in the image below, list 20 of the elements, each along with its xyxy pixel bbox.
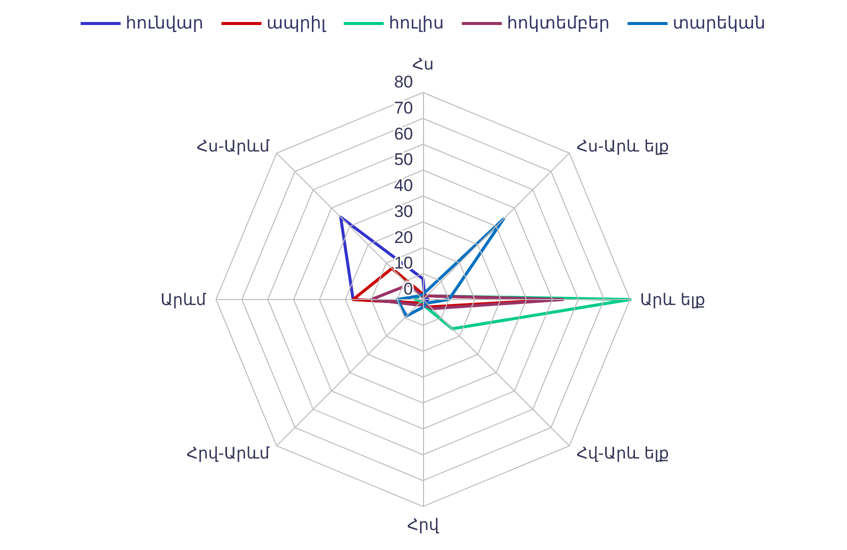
y-tick-label: 80 <box>394 72 413 92</box>
y-tick-label: 20 <box>394 228 413 247</box>
spoke-label: Արև ելք <box>640 290 706 309</box>
y-tick-label: 50 <box>394 150 413 170</box>
legend-label: ապրիլ <box>266 14 328 34</box>
spoke-label: Հրվ <box>407 515 440 534</box>
legend-label: հոկտեմբեր <box>506 14 610 34</box>
y-tick-label: 60 <box>394 124 413 144</box>
legend-label: հուլիս <box>388 14 444 34</box>
spoke-label: Հրվ-Արևմ <box>186 443 270 462</box>
y-tick-label: 40 <box>394 176 413 195</box>
spoke-label: Հս <box>412 54 434 74</box>
spoke-label: Հվ-Արև ելք <box>576 443 669 462</box>
spoke-label: Հս-Արև ելք <box>576 136 669 156</box>
spoke-label: Արևմ <box>160 290 207 309</box>
legend-label: հունվար <box>126 14 204 34</box>
y-tick-label: 70 <box>394 98 413 118</box>
spoke-label: Հս-Արևմ <box>196 136 270 156</box>
legend-label: տարեկան <box>672 14 766 34</box>
y-tick-label: 30 <box>394 202 413 221</box>
